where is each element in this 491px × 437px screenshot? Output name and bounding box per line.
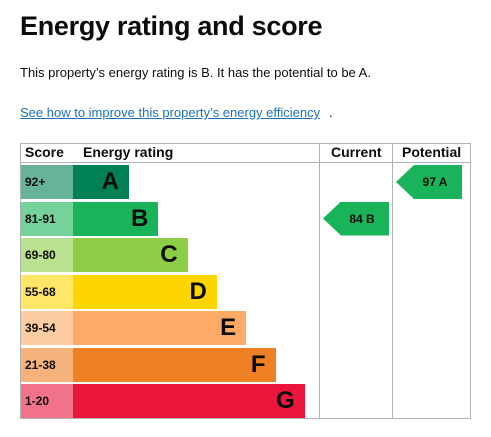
band-score-b: 81-91 bbox=[21, 201, 73, 236]
band-bar-g: G bbox=[73, 384, 305, 418]
band-score-f: 21-38 bbox=[21, 347, 73, 382]
chart-border-top bbox=[20, 143, 471, 144]
score-column-header: Score bbox=[25, 144, 64, 160]
page-title: Energy rating and score bbox=[20, 11, 323, 41]
rating-summary: This property’s energy rating is B. It h… bbox=[20, 65, 371, 80]
current-column-header: Current bbox=[331, 144, 382, 160]
band-bar-d: D bbox=[73, 274, 217, 309]
potential-column-header: Potential bbox=[402, 144, 462, 160]
improve-efficiency-link[interactable]: See how to improve this property’s energ… bbox=[20, 105, 321, 120]
link-full-stop: . bbox=[329, 105, 333, 120]
chart-border-right bbox=[470, 143, 471, 419]
band-bar-b: B bbox=[73, 201, 159, 236]
band-score-g: 1-20 bbox=[21, 384, 73, 418]
chart-border-bottom bbox=[20, 418, 471, 419]
potential-rating-arrow: 97 A bbox=[396, 165, 462, 199]
current-column-divider bbox=[319, 143, 320, 419]
band-bar-e: E bbox=[73, 311, 247, 345]
band-bar-f: F bbox=[73, 347, 276, 382]
band-score-d: 55-68 bbox=[21, 274, 73, 309]
band-score-e: 39-54 bbox=[21, 311, 73, 345]
current-rating-arrow: 84 B bbox=[323, 201, 389, 236]
potential-column-divider bbox=[392, 143, 393, 419]
energy-rating-chart: Score Energy rating Current Potential 92… bbox=[20, 143, 471, 419]
energy-rating-column-header: Energy rating bbox=[83, 144, 174, 160]
chart-header-divider bbox=[20, 162, 471, 163]
chart-border-left bbox=[20, 143, 21, 419]
band-score-c: 69-80 bbox=[21, 238, 73, 272]
band-score-a: 92+ bbox=[21, 165, 73, 199]
band-bar-c: C bbox=[73, 238, 188, 272]
band-bar-a: A bbox=[73, 165, 129, 199]
